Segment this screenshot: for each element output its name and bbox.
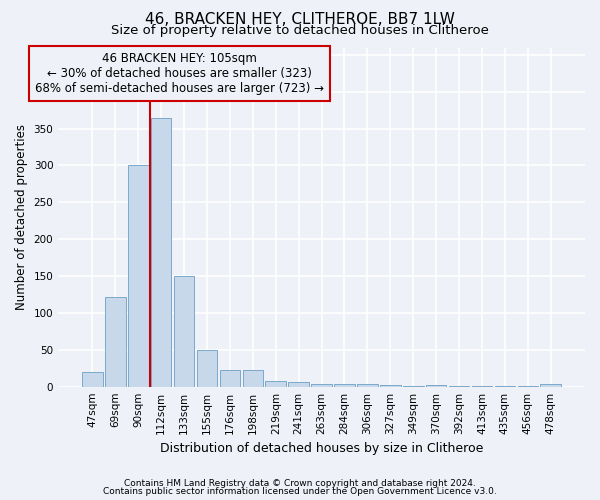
Bar <box>197 350 217 387</box>
Bar <box>242 370 263 386</box>
Bar <box>334 384 355 386</box>
Text: 46, BRACKEN HEY, CLITHEROE, BB7 1LW: 46, BRACKEN HEY, CLITHEROE, BB7 1LW <box>145 12 455 28</box>
Bar <box>357 384 378 386</box>
Bar <box>220 370 240 386</box>
Bar <box>289 382 309 386</box>
Bar <box>151 118 172 386</box>
Text: Contains HM Land Registry data © Crown copyright and database right 2024.: Contains HM Land Registry data © Crown c… <box>124 478 476 488</box>
Y-axis label: Number of detached properties: Number of detached properties <box>15 124 28 310</box>
Bar <box>426 385 446 386</box>
Bar <box>265 381 286 386</box>
Bar <box>541 384 561 386</box>
Bar <box>311 384 332 386</box>
Bar <box>174 276 194 386</box>
Text: Contains public sector information licensed under the Open Government Licence v3: Contains public sector information licen… <box>103 487 497 496</box>
Bar <box>82 372 103 386</box>
Text: Size of property relative to detached houses in Clitheroe: Size of property relative to detached ho… <box>111 24 489 37</box>
Bar <box>105 296 125 386</box>
X-axis label: Distribution of detached houses by size in Clitheroe: Distribution of detached houses by size … <box>160 442 483 455</box>
Text: 46 BRACKEN HEY: 105sqm
← 30% of detached houses are smaller (323)
68% of semi-de: 46 BRACKEN HEY: 105sqm ← 30% of detached… <box>35 52 324 95</box>
Bar <box>128 166 149 386</box>
Bar <box>380 385 401 386</box>
